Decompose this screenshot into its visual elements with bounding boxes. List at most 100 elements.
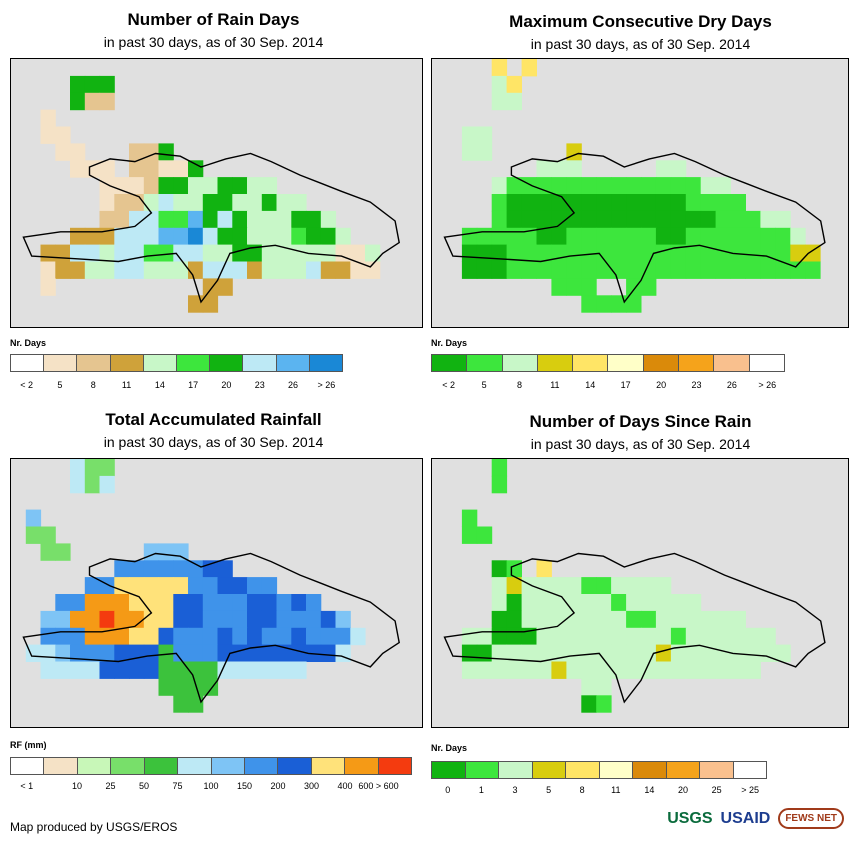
grid-cell [262, 662, 277, 679]
legend-ticks: < 2 5 8 11 14 17 20 23 26 > 26 [431, 380, 785, 392]
legend-swatch [44, 355, 77, 371]
grid-cell [203, 245, 218, 262]
grid-cell [70, 459, 85, 476]
grid-cell [626, 194, 641, 211]
grid-cell [611, 245, 626, 262]
legend-tick-label: 8 [580, 785, 585, 795]
grid-cell [462, 228, 477, 245]
grid-cell [760, 211, 775, 228]
grid-cell [462, 510, 477, 527]
legend-swatch [11, 355, 44, 371]
grid-cell [218, 194, 233, 211]
grid-cell [129, 662, 144, 679]
grid-cell [85, 160, 100, 177]
grid-cell [203, 628, 218, 645]
grid-cell [114, 194, 129, 211]
grid-cell [507, 194, 522, 211]
grid-cell [492, 59, 507, 76]
grid-cell [492, 177, 507, 194]
legend-tick-label: 11 [611, 785, 620, 795]
grid-cell [746, 645, 761, 662]
grid-cell [746, 628, 761, 645]
grid-cell [159, 211, 174, 228]
grid-cell [686, 228, 701, 245]
grid-cell [232, 228, 247, 245]
legend-tick-label: 3 [512, 785, 517, 795]
grid-cell [100, 211, 115, 228]
legend-swatch [312, 758, 345, 774]
grid-cell [477, 228, 492, 245]
grid-cell [537, 211, 552, 228]
grid-cell [581, 695, 596, 712]
grid-cell [716, 262, 731, 279]
grid-cell [566, 662, 581, 679]
legend-tick-label: 20 [656, 380, 666, 390]
grid-cell [641, 228, 656, 245]
grid-cell [232, 645, 247, 662]
grid-cell [173, 177, 188, 194]
legend-tick-label: 8 [517, 380, 522, 390]
grid-cell [716, 611, 731, 628]
legend-swatch [600, 762, 634, 778]
grid-cell [596, 577, 611, 594]
grid-cell [462, 527, 477, 544]
grid-cell [336, 611, 351, 628]
grid-cell [522, 645, 537, 662]
grid-cell [100, 594, 115, 611]
grid-cell [114, 560, 129, 577]
grid-cell [262, 177, 277, 194]
grid-cell [716, 245, 731, 262]
grid-cell [507, 611, 522, 628]
grid-cell [537, 594, 552, 611]
grid-cell [760, 228, 775, 245]
grid-cell [306, 611, 321, 628]
grid-cell [247, 662, 262, 679]
grid-cell [790, 228, 805, 245]
grid-cell [641, 594, 656, 611]
grid-cell [656, 645, 671, 662]
grid-cell [203, 678, 218, 695]
grid-cell [566, 628, 581, 645]
grid-cell [596, 594, 611, 611]
legend-swatch [78, 758, 111, 774]
grid-cell [350, 245, 365, 262]
panel-title: Number of Rain Days [0, 10, 427, 30]
grid-cell [129, 262, 144, 279]
grid-cell [462, 143, 477, 160]
grid-cell [462, 645, 477, 662]
grid-cell [144, 228, 159, 245]
grid-cell [760, 262, 775, 279]
panel-subtitle: in past 30 days, as of 30 Sep. 2014 [427, 36, 854, 52]
grid-cell [611, 211, 626, 228]
grid-cell [173, 228, 188, 245]
legend-swatch [77, 355, 110, 371]
grid-cell [218, 177, 233, 194]
grid-cell [537, 662, 552, 679]
grid-cell [203, 560, 218, 577]
grid-cell [203, 211, 218, 228]
grid-cell [188, 645, 203, 662]
grid-cell [537, 560, 552, 577]
legend-swatch [467, 355, 502, 371]
grid-cell [626, 611, 641, 628]
grid-cell [55, 611, 70, 628]
grid-cell [641, 611, 656, 628]
grid-cell [581, 577, 596, 594]
grid-cell [203, 577, 218, 594]
legend-swatch [277, 355, 310, 371]
legend-tick-label: 50 [139, 781, 149, 791]
grid-cell [247, 177, 262, 194]
legend-tick-label: 600 > 600 [358, 781, 398, 791]
grid-cell [551, 278, 566, 295]
grid-cell [551, 177, 566, 194]
grid-cell [462, 262, 477, 279]
grid-cell [173, 577, 188, 594]
grid-cell [85, 93, 100, 110]
grid-cell [70, 228, 85, 245]
grid-cell [596, 211, 611, 228]
grid-cell [70, 476, 85, 493]
legend-swatch [11, 758, 44, 774]
grid-cell [596, 177, 611, 194]
grid-cell [70, 628, 85, 645]
grid-cell [611, 228, 626, 245]
